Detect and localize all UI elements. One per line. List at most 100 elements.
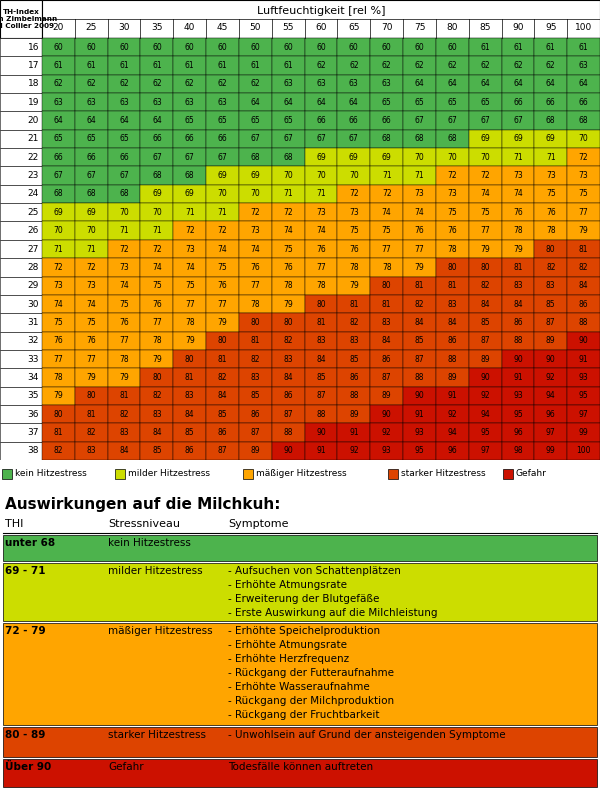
Bar xyxy=(535,442,567,460)
Bar xyxy=(243,469,253,479)
Bar xyxy=(239,423,272,442)
Bar xyxy=(239,93,272,111)
Text: 65: 65 xyxy=(382,97,392,107)
Text: 83: 83 xyxy=(152,410,161,419)
Text: 17: 17 xyxy=(28,61,39,70)
Bar xyxy=(140,423,173,442)
Bar xyxy=(305,295,337,313)
Text: 95: 95 xyxy=(579,392,589,400)
Bar xyxy=(206,405,239,423)
Text: 33: 33 xyxy=(28,355,39,364)
Text: 83: 83 xyxy=(251,373,260,382)
Text: 75: 75 xyxy=(448,208,457,217)
Bar xyxy=(0,350,42,368)
Text: 65: 65 xyxy=(480,97,490,107)
Bar xyxy=(140,203,173,221)
Text: 100: 100 xyxy=(575,23,592,32)
Text: Über 90: Über 90 xyxy=(5,762,51,772)
Text: 82: 82 xyxy=(251,355,260,364)
Text: 37: 37 xyxy=(28,428,39,437)
Text: 74: 74 xyxy=(480,189,490,198)
Text: mäßiger Hitzestress: mäßiger Hitzestress xyxy=(108,626,212,636)
Text: 95: 95 xyxy=(480,428,490,437)
Bar xyxy=(502,57,535,74)
Text: 60: 60 xyxy=(382,42,392,52)
Text: 70: 70 xyxy=(86,226,96,235)
Text: kein Hitzestress: kein Hitzestress xyxy=(108,538,191,548)
Text: Symptome: Symptome xyxy=(228,519,289,529)
Bar xyxy=(75,387,107,405)
Bar xyxy=(206,350,239,368)
Bar xyxy=(107,74,140,93)
Text: 82: 82 xyxy=(349,318,359,327)
Text: 61: 61 xyxy=(218,61,227,70)
Text: 93: 93 xyxy=(579,373,589,382)
Bar xyxy=(436,185,469,203)
Text: 75: 75 xyxy=(579,189,589,198)
Bar xyxy=(305,276,337,295)
Bar xyxy=(305,368,337,387)
Bar xyxy=(370,240,403,258)
Text: 67: 67 xyxy=(119,171,129,180)
Bar xyxy=(272,57,305,74)
Bar xyxy=(403,148,436,166)
Bar xyxy=(436,111,469,129)
Text: starker Hitzestress: starker Hitzestress xyxy=(108,730,206,740)
Bar xyxy=(42,38,75,57)
Bar xyxy=(206,276,239,295)
Text: 62: 62 xyxy=(152,79,161,89)
Text: 86: 86 xyxy=(218,428,227,437)
Text: 69: 69 xyxy=(53,208,63,217)
Bar xyxy=(140,129,173,148)
Bar xyxy=(535,350,567,368)
Text: 71: 71 xyxy=(316,189,326,198)
Text: 73: 73 xyxy=(513,171,523,180)
Bar xyxy=(239,368,272,387)
Bar xyxy=(469,387,502,405)
Text: 96: 96 xyxy=(546,410,556,419)
Text: 81: 81 xyxy=(119,392,129,400)
Text: 84: 84 xyxy=(119,447,129,455)
Text: 68: 68 xyxy=(448,134,457,143)
Bar xyxy=(337,313,370,332)
Bar xyxy=(173,423,206,442)
Text: 79: 79 xyxy=(480,244,490,253)
Bar xyxy=(469,295,502,313)
Text: 80: 80 xyxy=(251,318,260,327)
Bar xyxy=(370,405,403,423)
Bar xyxy=(469,332,502,350)
Text: 67: 67 xyxy=(448,116,457,125)
Bar xyxy=(305,203,337,221)
Bar xyxy=(502,111,535,129)
Text: 61: 61 xyxy=(546,42,556,52)
Text: 81: 81 xyxy=(218,355,227,364)
Bar xyxy=(3,727,597,757)
Text: 65: 65 xyxy=(250,116,260,125)
Text: 90: 90 xyxy=(579,336,589,345)
Text: 76: 76 xyxy=(250,263,260,272)
Bar xyxy=(502,148,535,166)
Text: 88: 88 xyxy=(579,318,589,327)
Text: 72: 72 xyxy=(218,226,227,235)
Text: 80: 80 xyxy=(152,373,161,382)
Text: 86: 86 xyxy=(251,410,260,419)
Text: 76: 76 xyxy=(448,226,457,235)
Bar xyxy=(337,129,370,148)
Text: 50: 50 xyxy=(250,23,261,32)
Text: 73: 73 xyxy=(415,189,424,198)
Bar xyxy=(502,258,535,276)
Text: 84: 84 xyxy=(218,392,227,400)
Bar xyxy=(3,759,597,787)
Bar xyxy=(0,423,42,442)
Bar xyxy=(272,368,305,387)
Text: 62: 62 xyxy=(119,79,129,89)
Bar xyxy=(502,405,535,423)
Bar xyxy=(436,148,469,166)
Bar xyxy=(107,221,140,240)
Text: 90: 90 xyxy=(316,428,326,437)
Bar xyxy=(272,442,305,460)
Text: 30: 30 xyxy=(28,300,39,308)
Text: 62: 62 xyxy=(448,61,457,70)
Text: 62: 62 xyxy=(53,79,63,89)
Bar xyxy=(502,332,535,350)
